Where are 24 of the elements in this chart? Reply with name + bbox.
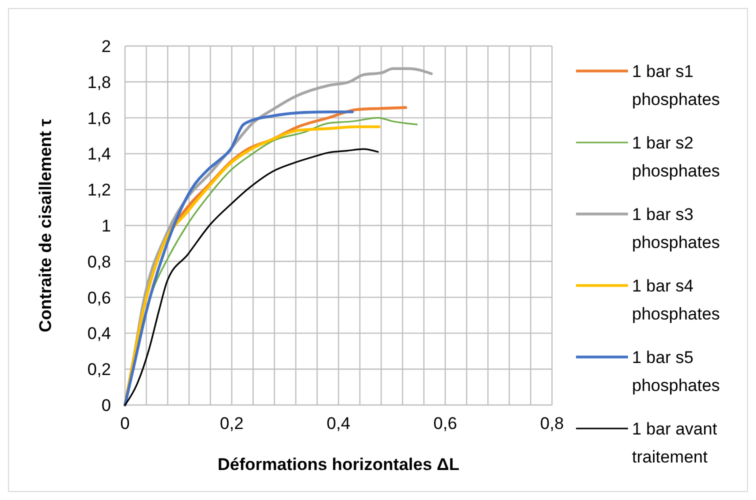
x-axis-title: Déformations horizontales ΔL (218, 455, 460, 474)
y-tick-label: 0,6 (87, 288, 111, 308)
y-tick-label: 1 (102, 216, 111, 236)
y-tick-label: 0 (102, 396, 111, 415)
y-axis-title: Contraite de cisaillement τ (36, 118, 55, 332)
x-tick-label: 0,4 (326, 414, 350, 433)
y-tick-label: 1,4 (87, 144, 111, 164)
legend-label: 1 bar s1 phosphates (632, 62, 720, 109)
y-tick-label: 1,2 (87, 180, 111, 200)
y-tick-label: 0,4 (87, 324, 111, 344)
x-tick-label: 0,8 (540, 414, 564, 433)
y-tick-label: 1,6 (87, 108, 111, 128)
y-tick-label: 1,8 (87, 72, 111, 92)
legend-label: 1 bar s3 phosphates (632, 205, 720, 252)
legend-label: 1 bar s2 phosphates (632, 134, 720, 180)
x-tick-label: 0 (120, 414, 130, 433)
legend-label: 1 bar s4 phosphates (632, 276, 720, 324)
legend-label: 1 bar avant traitement (632, 420, 718, 466)
y-tick-label: 0,2 (87, 360, 111, 380)
legend-label: 1 bar s5 phosphates (632, 348, 720, 395)
y-tick-label: 0,8 (87, 252, 111, 272)
x-tick-label: 0,6 (433, 414, 458, 433)
y-tick-label: 2 (102, 37, 111, 56)
x-tick-label: 0,2 (220, 414, 244, 433)
